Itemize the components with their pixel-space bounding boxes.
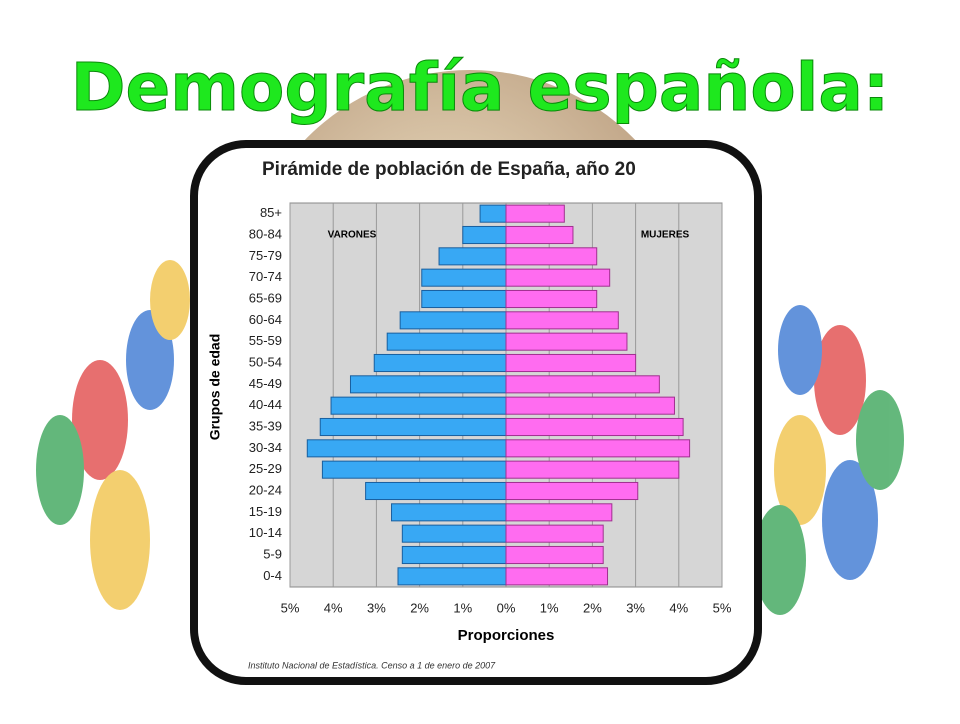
y-tick-label: 65-69 xyxy=(249,290,282,305)
bar xyxy=(505,247,598,266)
y-tick-label: 85+ xyxy=(260,205,282,220)
bar xyxy=(330,396,507,415)
y-tick-label: 20-24 xyxy=(249,482,282,497)
y-tick-label: 45-49 xyxy=(249,376,282,391)
y-tick-label: 10-14 xyxy=(249,525,282,540)
bar xyxy=(306,439,507,458)
x-tick-label: 2% xyxy=(410,600,429,615)
y-tick-label: 70-74 xyxy=(249,269,282,284)
x-tick-label: 4% xyxy=(324,600,343,615)
bar xyxy=(401,524,507,543)
bar xyxy=(505,353,637,373)
x-axis-label: Proporciones xyxy=(458,627,555,644)
bar xyxy=(401,545,507,565)
bar xyxy=(479,204,507,223)
y-tick-label: 35-39 xyxy=(249,418,282,433)
bar xyxy=(505,396,675,415)
bar xyxy=(319,417,507,437)
x-tick-label: 1% xyxy=(453,600,472,615)
y-tick-label: 60-64 xyxy=(249,312,282,327)
series-label: VARONES xyxy=(328,230,377,241)
bar xyxy=(505,503,613,522)
bar xyxy=(505,332,628,351)
y-tick-label: 30-34 xyxy=(249,440,282,455)
x-tick-label: 4% xyxy=(669,600,688,615)
bar xyxy=(505,225,574,245)
bar xyxy=(505,289,598,309)
x-tick-label: 3% xyxy=(626,600,645,615)
bar xyxy=(505,268,611,287)
source-note: Instituto Nacional de Estadística. Censo… xyxy=(248,660,496,670)
bar xyxy=(391,503,507,522)
bar xyxy=(505,481,639,501)
y-tick-label: 15-19 xyxy=(249,504,282,519)
bar xyxy=(462,225,507,245)
bar xyxy=(421,268,507,287)
y-tick-label: 0-4 xyxy=(263,568,282,583)
y-tick-label: 25-29 xyxy=(249,461,282,476)
bar xyxy=(505,311,619,330)
bar xyxy=(399,311,507,330)
bar xyxy=(505,524,604,543)
y-tick-label: 50-54 xyxy=(249,354,282,369)
chart: Pirámide de población de España, año 20 … xyxy=(207,159,732,670)
bar xyxy=(321,460,507,479)
y-tick-label: 5-9 xyxy=(263,546,282,561)
bar xyxy=(505,439,691,458)
y-tick-label: 75-79 xyxy=(249,248,282,263)
bar xyxy=(505,545,604,565)
bar xyxy=(365,481,507,501)
slide-title: Demografía española: xyxy=(71,49,890,126)
chart-title: Pirámide de población de España, año 20 xyxy=(262,159,636,180)
y-tick-label: 40-44 xyxy=(249,397,282,412)
bar xyxy=(505,375,660,394)
series-label: MUJERES xyxy=(641,230,690,241)
x-tick-label: 3% xyxy=(367,600,386,615)
x-tick-label: 0% xyxy=(497,600,516,615)
y-tick-label: 55-59 xyxy=(249,333,282,348)
bar xyxy=(397,567,507,586)
bar xyxy=(373,353,507,373)
bar xyxy=(505,204,565,223)
bar xyxy=(505,567,609,586)
bar xyxy=(438,247,507,266)
bar xyxy=(349,375,507,394)
bar xyxy=(505,460,680,479)
x-tick-label: 2% xyxy=(583,600,602,615)
x-tick-label: 5% xyxy=(713,600,732,615)
y-axis-label: Grupos de edad xyxy=(207,334,223,441)
frame-border xyxy=(190,140,762,685)
x-tick-label: 5% xyxy=(281,600,300,615)
bar xyxy=(505,417,684,437)
x-tick-label: 1% xyxy=(540,600,559,615)
bar xyxy=(421,289,507,309)
y-tick-label: 80-84 xyxy=(249,226,282,241)
bar xyxy=(386,332,507,351)
